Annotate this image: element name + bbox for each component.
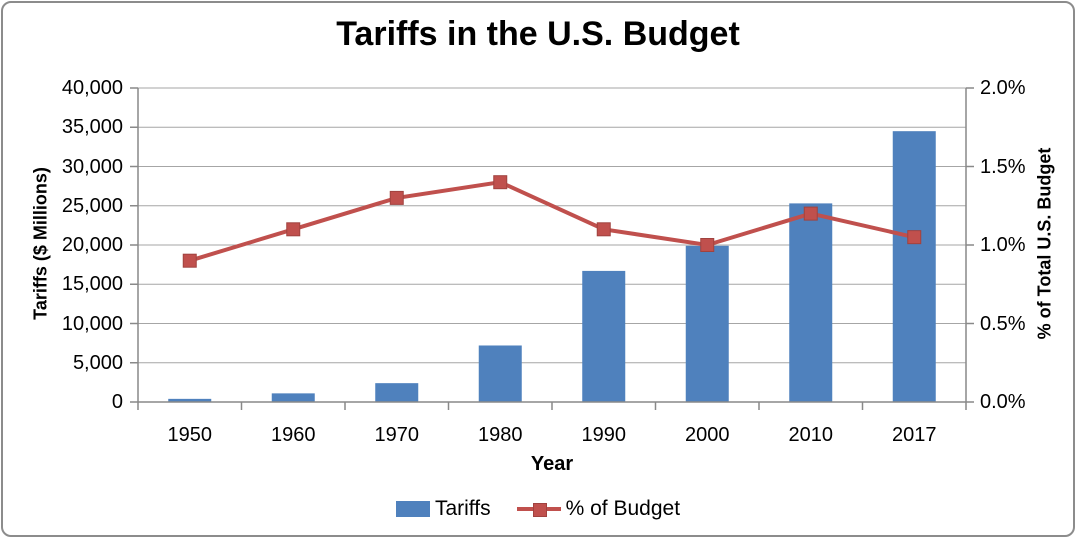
x-tick-1960: 1960 bbox=[271, 424, 316, 446]
marker-1980 bbox=[493, 175, 508, 190]
right-tick-3: 1.5% bbox=[980, 155, 1026, 178]
line-marker-swatch-icon bbox=[516, 502, 561, 517]
gridlines bbox=[138, 87, 966, 403]
marker-2010 bbox=[803, 206, 818, 221]
x-axis-title: Year bbox=[530, 453, 574, 475]
line-series-pct-of-budget bbox=[189, 180, 915, 263]
chart-title: Tariffs in the U.S. Budget bbox=[336, 15, 740, 53]
bar-2017 bbox=[892, 131, 936, 403]
bar-2010 bbox=[789, 203, 833, 402]
marker-1960 bbox=[286, 222, 301, 237]
axes bbox=[130, 87, 974, 410]
x-tick-1950: 1950 bbox=[167, 424, 213, 446]
bar-1950 bbox=[168, 398, 212, 402]
marker-2017 bbox=[907, 230, 922, 245]
right-tick-4: 2.0% bbox=[980, 77, 1026, 99]
left-tick-25000: 25,000 bbox=[61, 194, 123, 217]
right-tick-2: 1.0% bbox=[980, 234, 1026, 256]
x-tick-2000: 2000 bbox=[685, 424, 730, 446]
bar-2000 bbox=[685, 245, 729, 402]
x-tick-1980: 1980 bbox=[478, 424, 523, 446]
marker-2000 bbox=[700, 238, 715, 252]
left-tick-10000: 10,000 bbox=[61, 312, 123, 335]
bar-1970 bbox=[375, 383, 419, 402]
line-markers bbox=[182, 175, 922, 268]
left-tick-35000: 35,000 bbox=[61, 116, 123, 139]
plot-area bbox=[130, 87, 974, 410]
left-tick-15000: 15,000 bbox=[61, 273, 123, 296]
legend-label-tariffs: Tariffs bbox=[434, 497, 491, 520]
x-tick-2017: 2017 bbox=[892, 424, 937, 446]
left-tick-30000: 30,000 bbox=[61, 155, 123, 178]
marker-1990 bbox=[596, 222, 611, 237]
right-tick-0: 0.0% bbox=[980, 391, 1026, 413]
right-axis-title: % of Total U.S. Budget bbox=[1034, 147, 1055, 340]
legend-label-pct-of-budget: % of Budget bbox=[565, 497, 681, 520]
left-tick-0: 0 bbox=[111, 391, 123, 413]
bar-1980 bbox=[478, 345, 522, 402]
bar-1990 bbox=[582, 270, 626, 402]
marker-1970 bbox=[389, 190, 404, 205]
left-tick-5000: 5,000 bbox=[72, 351, 123, 374]
legend: Tariffs % of Budget bbox=[3, 497, 1073, 521]
marker-1950 bbox=[182, 253, 197, 268]
bar-1960 bbox=[271, 393, 315, 402]
right-tick-1: 0.5% bbox=[980, 312, 1026, 335]
x-tick-2010: 2010 bbox=[788, 424, 834, 446]
bar-series-tariffs bbox=[168, 131, 936, 403]
bar-swatch-icon bbox=[395, 501, 430, 517]
left-axis-title: Tariffs ($ Millions) bbox=[30, 167, 51, 320]
left-tick-20000: 20,000 bbox=[61, 234, 123, 256]
legend-entry-tariffs: Tariffs bbox=[395, 497, 491, 521]
legend-entry-pct-of-budget: % of Budget bbox=[516, 497, 681, 521]
x-tick-1970: 1970 bbox=[374, 424, 420, 446]
left-tick-40000: 40,000 bbox=[61, 77, 123, 99]
x-tick-1990: 1990 bbox=[581, 424, 627, 446]
